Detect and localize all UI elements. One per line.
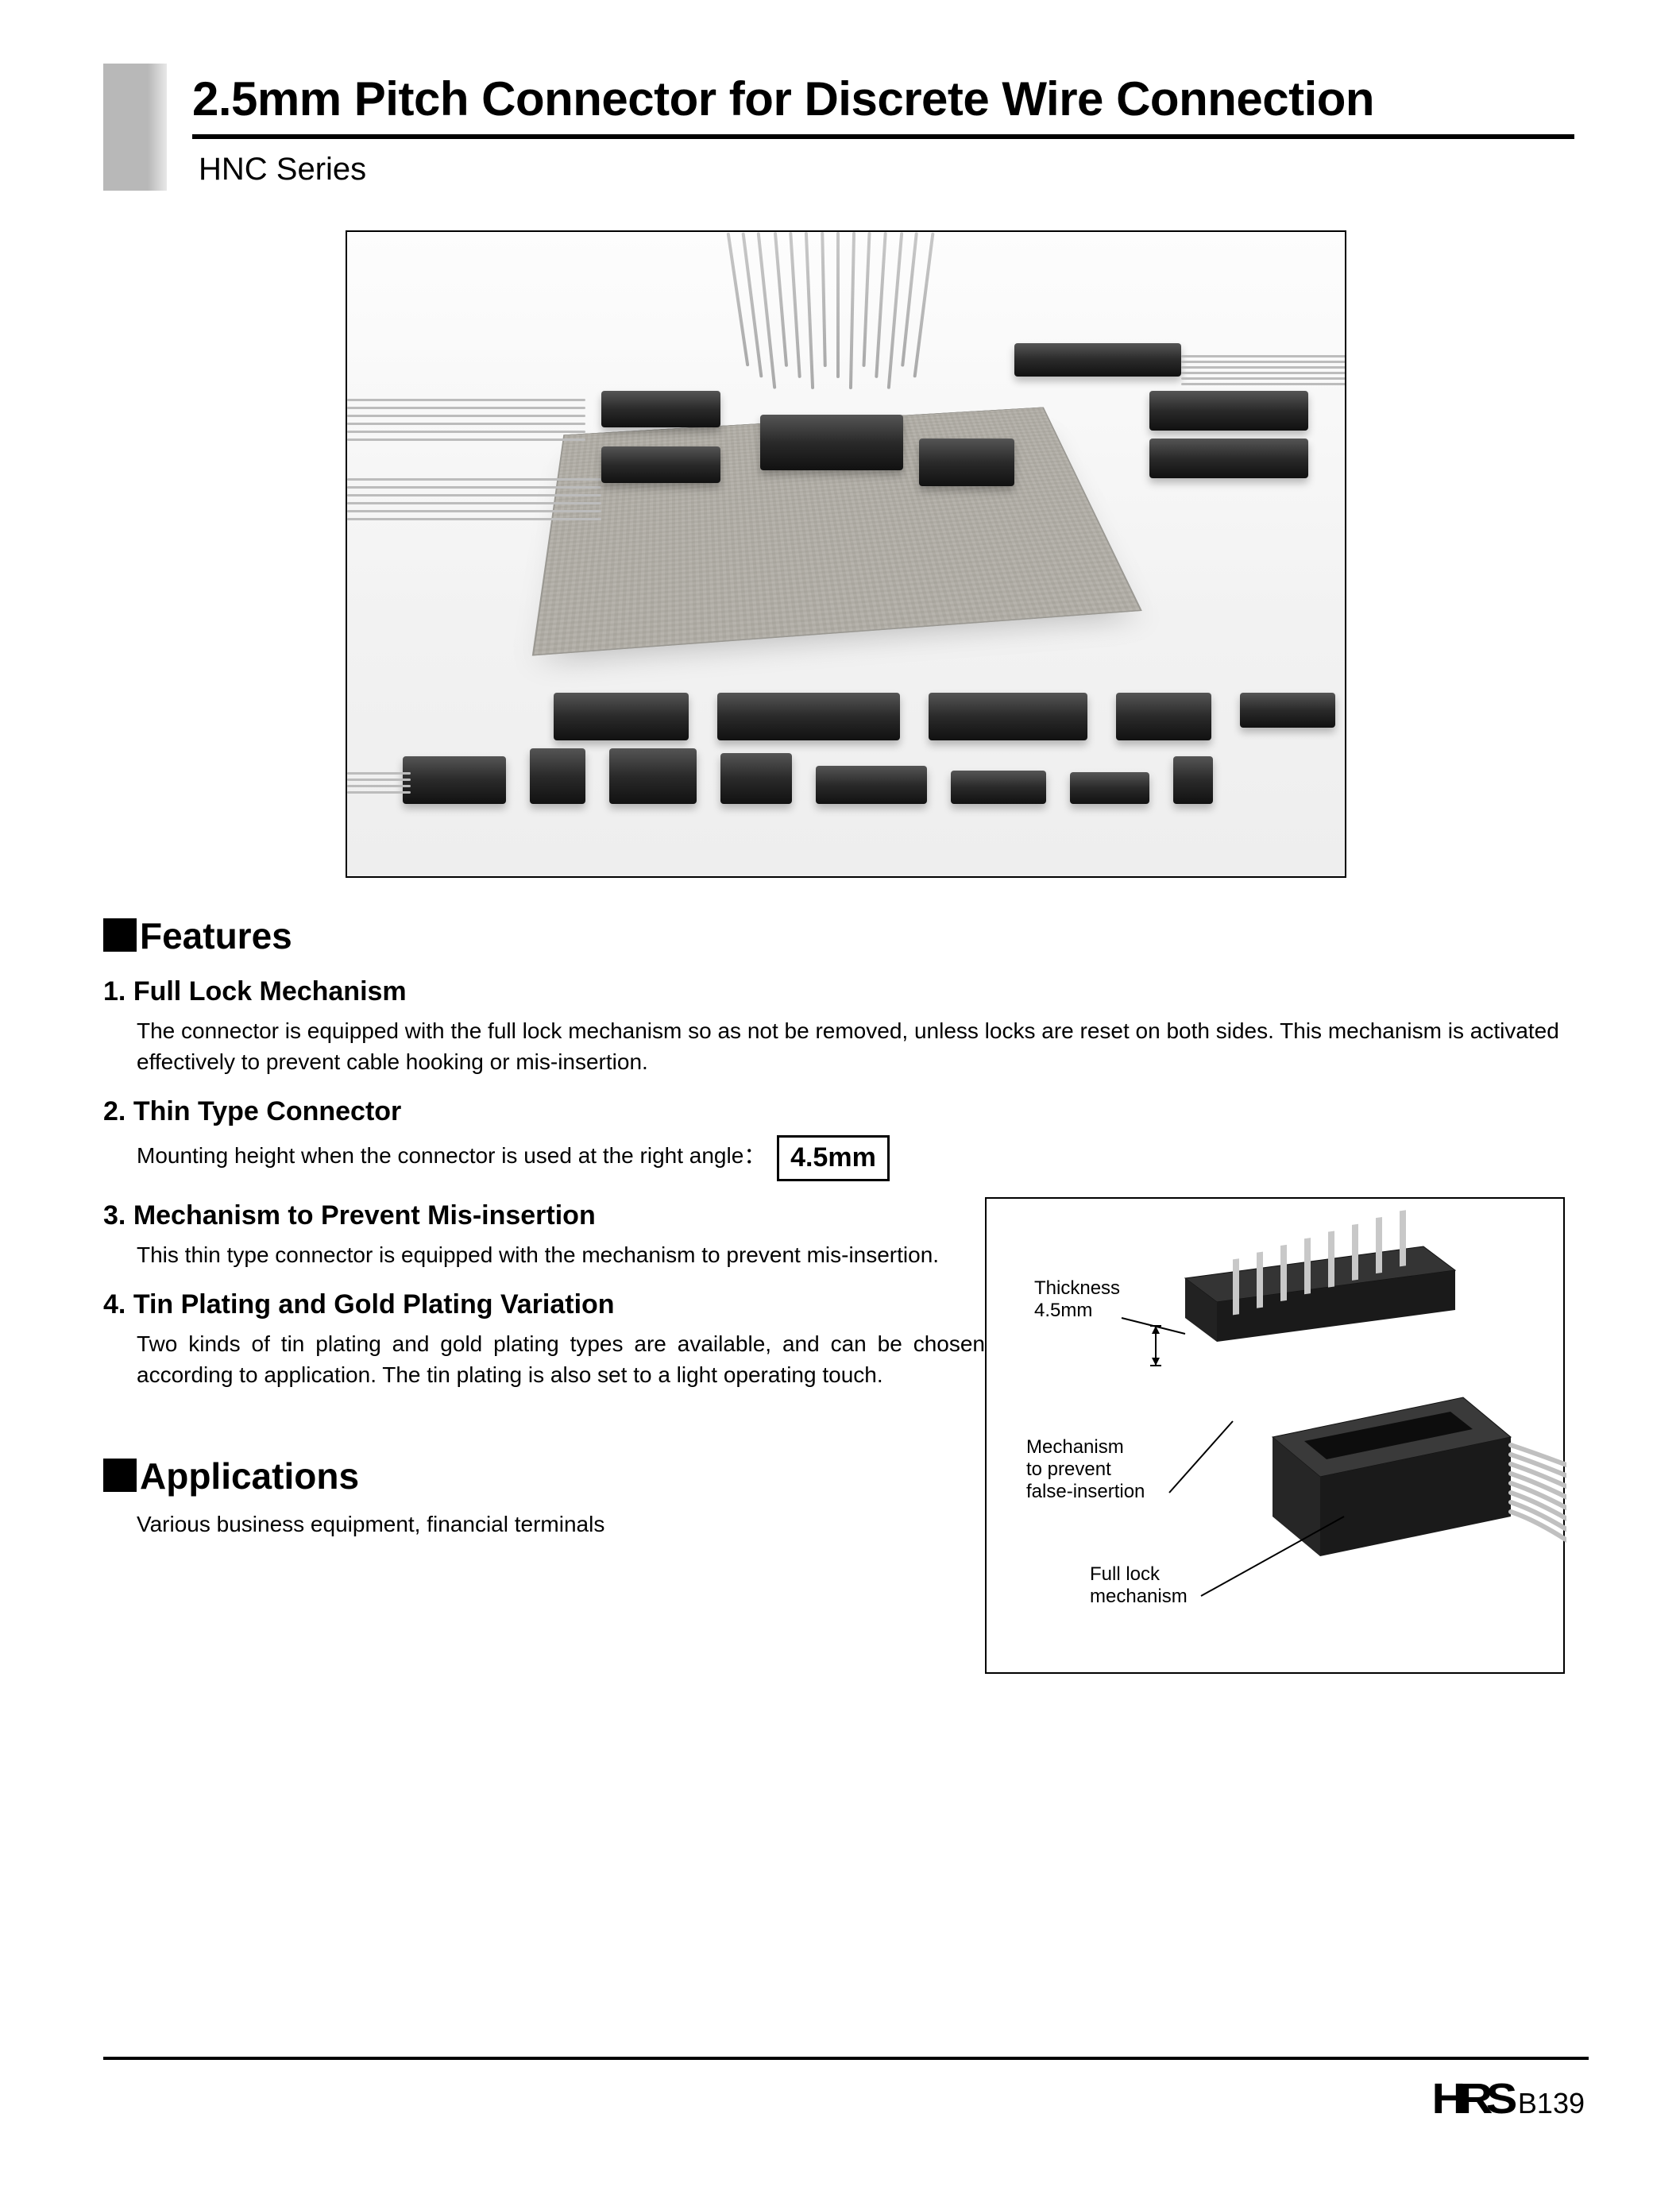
- connector: [601, 446, 720, 483]
- wire: [347, 779, 411, 781]
- thickness-box: 4.5mm: [777, 1135, 890, 1181]
- wire: [805, 232, 814, 389]
- mechanism-diagram: Thickness4.5mm Mechanismto preventfalse-i…: [985, 1197, 1565, 1674]
- applications-section: Applications Various business equipment,…: [103, 1455, 985, 1540]
- wire: [774, 232, 788, 367]
- page-footer: HRS B139: [1435, 2074, 1585, 2123]
- gray-tab: [103, 64, 167, 191]
- connector: [601, 391, 720, 427]
- wire: [836, 232, 840, 378]
- connector: [609, 748, 697, 804]
- connector: [554, 693, 689, 740]
- feature-1: 1. Full Lock Mechanism The connector is …: [103, 976, 1589, 1077]
- feature-3: 3. Mechanism to Prevent Mis-insertion Th…: [103, 1200, 985, 1270]
- wire: [347, 486, 601, 489]
- wire: [1181, 366, 1346, 369]
- square-bullet-icon: [103, 1459, 137, 1492]
- wire: [347, 478, 601, 481]
- feature-2: 2. Thin Type Connector Mounting height w…: [103, 1096, 1589, 1181]
- series-name: HNC Series: [199, 152, 1574, 187]
- diagram-label: 4.5mm: [1034, 1300, 1092, 1321]
- feature-2-body: Mounting height when the connector is us…: [137, 1135, 1589, 1181]
- connector: [720, 753, 792, 804]
- header: 2.5mm Pitch Connector for Discrete Wire …: [103, 71, 1589, 199]
- wire: [821, 232, 827, 367]
- wire: [1181, 361, 1346, 363]
- diagram-label: Mechanism: [1026, 1436, 1124, 1458]
- wire: [347, 772, 411, 775]
- connector: [1014, 343, 1181, 377]
- connector: [760, 415, 903, 470]
- wire: [875, 232, 887, 378]
- connector: [717, 693, 900, 740]
- wire: [347, 423, 585, 425]
- connector: [1149, 391, 1308, 431]
- features-heading: Features: [103, 914, 1589, 957]
- connector: [1240, 693, 1335, 728]
- brand-logo: HRS: [1431, 2074, 1510, 2123]
- feature-1-body: The connector is equipped with the full …: [137, 1015, 1589, 1077]
- diagram-label: mechanism: [1090, 1586, 1188, 1607]
- wire: [913, 232, 934, 377]
- connector: [919, 439, 1014, 486]
- wire: [901, 232, 918, 366]
- wire: [1181, 383, 1346, 385]
- connector: [816, 766, 927, 804]
- feature-4: 4. Tin Plating and Gold Plating Variatio…: [103, 1289, 985, 1390]
- wire: [1181, 377, 1346, 380]
- wire: [347, 407, 585, 409]
- square-bullet-icon: [103, 918, 137, 952]
- feature-4-body: Two kinds of tin plating and gold platin…: [137, 1328, 985, 1390]
- wire: [862, 232, 871, 367]
- wire: [347, 494, 601, 497]
- wire: [1181, 355, 1346, 357]
- diagram-label: to prevent: [1026, 1459, 1111, 1480]
- hero-photo: [346, 230, 1346, 878]
- connector: [1173, 756, 1213, 804]
- wire: [347, 415, 585, 417]
- wire: [347, 510, 601, 512]
- applications-heading: Applications: [103, 1455, 985, 1497]
- connector: [530, 748, 585, 804]
- diagram-svg: Thickness4.5mm Mechanismto preventfalse-i…: [987, 1199, 1566, 1675]
- connector: [403, 756, 506, 804]
- wire: [347, 439, 585, 441]
- connector: [1070, 772, 1149, 804]
- wire: [347, 431, 585, 433]
- features-section: Features 1. Full Lock Mechanism The conn…: [103, 914, 1589, 1674]
- applications-body: Various business equipment, financial te…: [137, 1509, 985, 1540]
- wire: [347, 791, 411, 794]
- connector: [929, 693, 1087, 740]
- diagram-label: Thickness: [1034, 1277, 1120, 1299]
- footer-rule: [103, 2057, 1589, 2060]
- feature-3-body: This thin type connector is equipped wit…: [137, 1239, 985, 1270]
- wire: [1181, 372, 1346, 374]
- title-rule: [192, 134, 1574, 139]
- wire: [347, 399, 585, 401]
- wire: [849, 232, 855, 389]
- wire: [347, 785, 411, 787]
- connector: [1116, 693, 1211, 740]
- wire: [347, 502, 601, 504]
- diagram-label: false-insertion: [1026, 1481, 1145, 1502]
- page-number: B139: [1518, 2087, 1585, 2120]
- connector: [951, 771, 1046, 804]
- wire: [789, 232, 801, 378]
- page-title: 2.5mm Pitch Connector for Discrete Wire …: [192, 71, 1574, 126]
- connector: [1149, 439, 1308, 478]
- diagram-label: Full lock: [1090, 1563, 1161, 1585]
- wire: [347, 518, 601, 520]
